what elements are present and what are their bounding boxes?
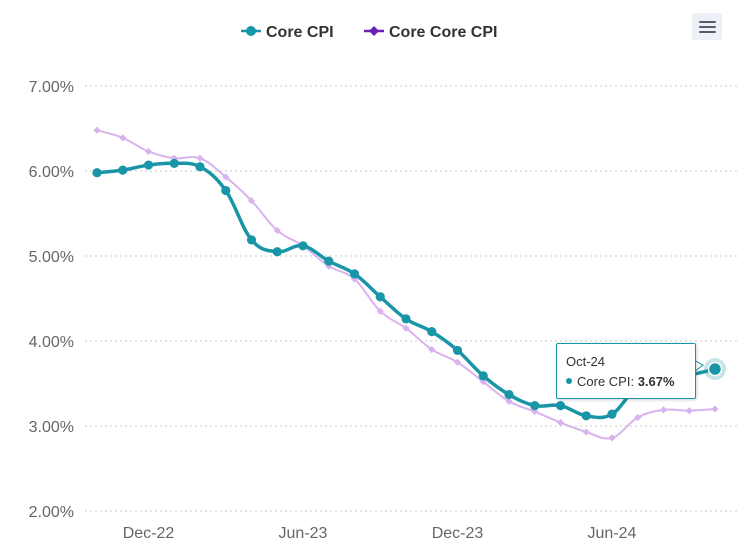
gridlines xyxy=(85,85,740,512)
y-tick-label: 2.00% xyxy=(29,504,74,521)
core-core-cpi-point xyxy=(196,154,204,162)
tooltip-date: Oct-24 xyxy=(566,354,606,369)
tooltip-pointer xyxy=(693,359,704,373)
x-tick-label: Jun-24 xyxy=(588,525,637,542)
core-cpi-point[interactable] xyxy=(221,185,231,196)
tooltip: Oct-24 Core CPI: 3.67% xyxy=(556,343,696,399)
core-cpi-point[interactable] xyxy=(272,247,282,257)
chart-menu-button[interactable] xyxy=(692,13,722,40)
core-cpi-point[interactable] xyxy=(92,168,102,178)
tooltip-value: 3.67% xyxy=(637,374,675,389)
core-core-cpi-point xyxy=(93,126,101,134)
core-cpi-point[interactable] xyxy=(452,345,463,355)
core-core-cpi-point xyxy=(453,358,462,366)
legend-core-cpi-label[interactable]: Core CPI xyxy=(266,24,334,41)
core-cpi-point[interactable] xyxy=(246,235,257,245)
core-core-cpi-point xyxy=(556,419,565,427)
series-core-core-cpi xyxy=(93,126,719,442)
core-core-cpi-point xyxy=(659,406,668,414)
core-core-cpi-point xyxy=(582,428,590,436)
x-tick-label: Dec-22 xyxy=(123,525,175,542)
tooltip-row: Core CPI: 3.67% xyxy=(566,374,675,389)
core-core-cpi-point xyxy=(247,197,256,205)
hamburger-icon-line xyxy=(699,26,716,28)
y-tick-label: 5.00% xyxy=(29,249,74,266)
core-core-cpi-point xyxy=(608,434,616,442)
core-cpi-point[interactable] xyxy=(401,314,411,324)
core-core-cpi-point xyxy=(144,147,153,156)
y-axis-ticks: 2.00% 3.00% 4.00% 5.00% 6.00% 7.00% xyxy=(29,79,74,521)
x-axis-ticks: Dec-22 Jun-23 Dec-23 Jun-24 xyxy=(123,525,637,542)
hamburger-icon xyxy=(699,21,716,23)
legend-core-core-cpi-marker xyxy=(369,26,379,36)
core-cpi-point[interactable] xyxy=(504,389,514,400)
legend-core-core-cpi-label[interactable]: Core Core CPI xyxy=(389,24,497,41)
core-cpi-point[interactable] xyxy=(118,165,128,175)
core-core-cpi-point xyxy=(685,407,693,415)
core-cpi-point[interactable] xyxy=(298,241,308,251)
core-cpi-point[interactable] xyxy=(324,256,334,266)
x-tick-label: Jun-23 xyxy=(279,525,328,542)
core-core-cpi-point xyxy=(634,413,642,422)
core-cpi-point[interactable] xyxy=(375,292,385,302)
core-cpi-point[interactable] xyxy=(478,371,488,381)
core-cpi-point[interactable] xyxy=(427,327,437,337)
y-tick-label: 7.00% xyxy=(29,79,74,96)
core-cpi-point[interactable] xyxy=(555,401,566,411)
tooltip-series-dot xyxy=(566,378,572,384)
legend: Core CPI Core Core CPI xyxy=(241,24,497,41)
tooltip-series-label: Core CPI: xyxy=(577,374,635,389)
core-cpi-point[interactable] xyxy=(530,401,540,411)
core-cpi-point[interactable] xyxy=(195,162,205,172)
hamburger-icon-line xyxy=(699,31,716,33)
core-cpi-point[interactable] xyxy=(349,269,360,279)
y-tick-label: 3.00% xyxy=(29,419,74,436)
core-core-cpi-point xyxy=(505,397,513,405)
legend-core-cpi-marker xyxy=(246,26,256,36)
core-core-cpi-point xyxy=(376,307,384,315)
y-tick-label: 6.00% xyxy=(29,164,74,181)
x-tick-label: Dec-23 xyxy=(432,525,484,542)
y-tick-label: 4.00% xyxy=(29,334,74,351)
core-cpi-point[interactable] xyxy=(169,158,179,168)
core-core-cpi-point xyxy=(428,345,436,354)
core-core-cpi-point xyxy=(711,405,719,413)
core-core-cpi-point xyxy=(222,173,230,181)
core-cpi-point[interactable] xyxy=(607,409,617,419)
core-cpi-point-highlight[interactable] xyxy=(707,361,723,377)
core-cpi-point[interactable] xyxy=(143,160,154,170)
core-cpi-point[interactable] xyxy=(581,411,591,421)
core-core-cpi-point xyxy=(119,134,127,142)
core-core-cpi-point xyxy=(402,324,410,332)
core-core-cpi-point xyxy=(273,226,281,235)
